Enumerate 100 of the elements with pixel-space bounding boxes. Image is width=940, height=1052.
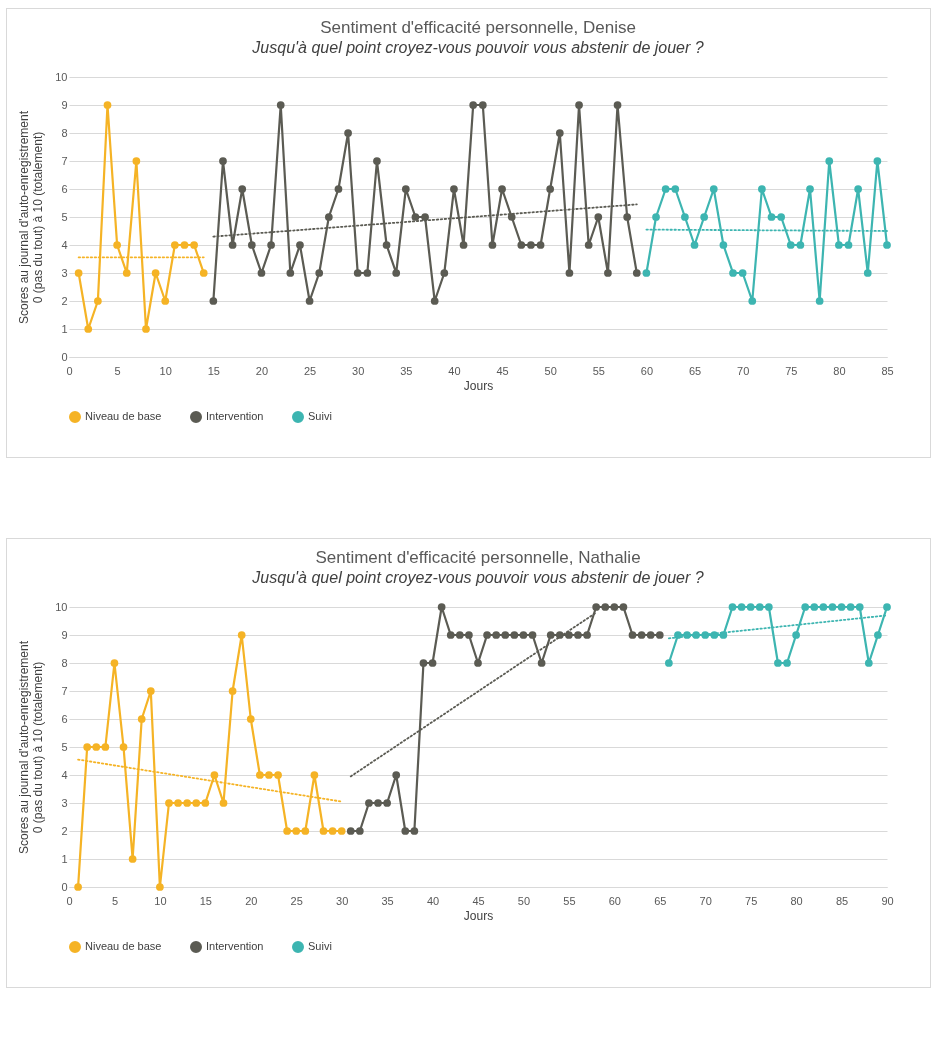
point [237,631,246,639]
point [392,269,401,277]
point [334,185,343,193]
point [786,241,795,249]
point [465,631,473,639]
point [301,827,310,835]
x-tick-label: 30 [352,364,365,377]
y-tick-label: 7 [61,154,68,167]
point [344,129,352,137]
legend-label: Intervention [206,410,264,422]
point [459,241,468,249]
point [156,883,164,891]
point [854,185,862,193]
x-tick-label: 20 [255,364,269,377]
point [517,241,526,249]
point [246,715,255,723]
y-tick-label: 5 [61,740,68,753]
x-tick-label: 35 [400,364,413,377]
point [199,269,208,277]
point [353,269,362,277]
point [883,603,891,611]
point [664,659,673,667]
point [565,631,573,639]
point [661,185,670,193]
point [474,659,482,667]
point [450,185,458,193]
x-tick-label: 10 [154,894,167,907]
x-tick-label: 80 [790,894,803,907]
point [835,241,843,249]
point [488,241,497,249]
point [274,771,282,779]
point [594,213,603,221]
point [446,631,455,639]
point [528,631,537,639]
point [113,241,121,249]
x-tick-label: 85 [835,894,849,907]
point [101,743,110,751]
point [546,185,555,193]
chart-subtitle: Jusqu'à quel point croyez-vous pouvoir vous abstenir de jouer ? [251,569,704,586]
point [228,241,237,249]
point [337,827,346,835]
x-tick-label: 55 [592,364,605,377]
point [428,659,437,667]
point [537,659,546,667]
x-tick-label: 25 [303,364,317,377]
x-tick-label: 30 [336,894,349,907]
point [265,771,273,779]
y-tick-label: 5 [61,210,68,223]
point [815,297,824,305]
point [575,101,583,109]
point [801,603,810,611]
x-tick-label: 70 [699,894,712,907]
x-tick-label: 70 [737,364,750,377]
point [219,799,228,807]
point [170,241,179,249]
point [210,771,219,779]
point [758,185,766,193]
point [774,659,782,667]
x-tick-label: 40 [426,894,440,907]
point [292,827,301,835]
point [346,827,355,835]
point [137,715,146,723]
y-tick-label: 0 [61,880,68,893]
x-tick-label: 60 [640,364,654,377]
point [310,771,319,779]
x-tick-label: 50 [544,364,557,377]
point [455,631,464,639]
legend-label: Intervention [206,940,264,952]
point [623,213,632,221]
point [283,827,292,835]
x-axis-title: Jours [463,908,494,923]
point [584,241,593,249]
point [883,241,891,249]
point [819,603,828,611]
point [864,659,873,667]
point [419,659,428,667]
x-tick-label: 85 [881,364,894,377]
x-tick-label: 45 [496,364,509,377]
y-tick-label: 1 [61,852,68,865]
x-tick-label: 60 [608,894,621,907]
chart-title: Sentiment d'efficacité personnelle, Nathalie [315,548,641,567]
y-tick-label: 2 [61,824,68,837]
point [355,827,364,835]
y-tick-label: 6 [61,182,68,195]
point [655,631,664,639]
y-tick-label: 10 [55,70,68,83]
point [74,269,83,277]
point [728,603,737,611]
x-tick-label: 80 [833,364,846,377]
point [810,603,819,611]
point [873,157,882,165]
point [383,799,391,807]
point [110,659,119,667]
point [411,213,420,221]
y-axis-title: Scores au journal d'auto-enregistrement 0 (pas du tout) à 10 (totalement) [17,640,46,855]
point [674,631,682,639]
point [565,269,574,277]
point [238,185,247,193]
point [709,185,718,193]
x-tick-label: 25 [290,894,303,907]
